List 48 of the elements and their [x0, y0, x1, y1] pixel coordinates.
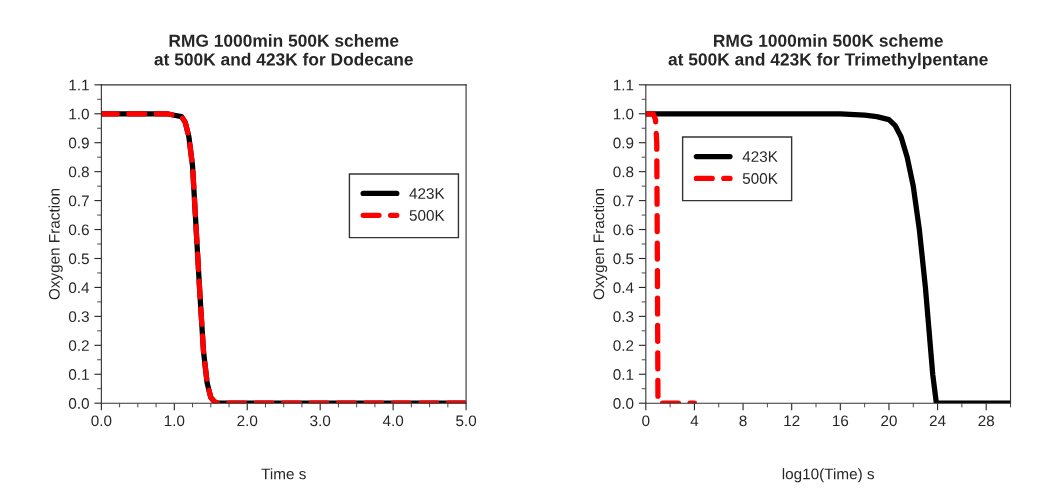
x-tick-label: 1.0: [164, 415, 185, 427]
x-tick-label: 20: [881, 415, 897, 427]
x-tick-label: 3.0: [310, 415, 331, 427]
y-tick-label: 1.0: [69, 108, 89, 120]
y-tick-label: 0.8: [613, 166, 634, 178]
legend-label: 423K: [409, 188, 445, 199]
y-tick-label: 0.6: [613, 224, 634, 236]
y-tick-label: 0.9: [613, 137, 634, 149]
legend-label: 423K: [742, 151, 778, 163]
y-tick-label: 0.6: [68, 224, 89, 236]
chart-title: RMG 1000min 500K scheme at 500K and 423K for Trimethylpentane: [668, 34, 988, 69]
x-tick-label: 16: [832, 415, 849, 427]
y-tick-label: 0.0: [613, 398, 634, 409]
y-tick-label: 0.1: [613, 369, 634, 380]
y-tick-label: 0.4: [68, 282, 90, 294]
y-tick-label: 0.5: [68, 253, 89, 265]
x-tick-label: 5.0: [456, 415, 477, 427]
y-tick-label: 0.9: [68, 137, 89, 149]
y-tick-label: 0.4: [613, 282, 634, 294]
x-tick-label: 12: [784, 415, 800, 427]
x-tick-label: 28: [978, 415, 995, 427]
y-tick-label: 0.3: [68, 311, 89, 323]
y-axis-title: Oxygen Fraction: [592, 188, 608, 300]
x-tick-label: 4.0: [382, 415, 404, 427]
y-tick-label: 0.2: [613, 340, 634, 351]
x-tick-label: 8: [739, 415, 747, 427]
x-axis-title: log10(Time) s: [782, 468, 875, 483]
y-tick-label: 1.1: [69, 79, 89, 91]
x-tick-label: 4: [690, 415, 699, 427]
x-tick-label: 24: [929, 415, 946, 427]
y-tick-label: 0.2: [68, 340, 89, 351]
legend-label: 500K: [409, 210, 445, 221]
y-tick-label: 1.1: [613, 79, 634, 91]
y-tick-label: 0.7: [68, 195, 89, 207]
y-tick-label: 0.7: [613, 195, 634, 207]
y-axis-title: Oxygen Fraction: [48, 188, 63, 300]
y-tick-label: 0.1: [68, 369, 89, 380]
x-tick-label: 2.0: [237, 415, 258, 427]
x-axis-title: Time s: [261, 468, 306, 480]
y-tick-label: 0.3: [613, 311, 634, 323]
legend-label: 500K: [742, 173, 778, 184]
x-tick-label: 0: [642, 415, 650, 427]
y-tick-label: 0.0: [68, 398, 89, 409]
x-tick-label: 0.0: [91, 415, 112, 427]
y-tick-label: 1.0: [613, 108, 634, 120]
y-tick-label: 0.8: [68, 166, 89, 178]
y-tick-label: 0.5: [613, 253, 634, 265]
chart-title: RMG 1000min 500K scheme at 500K and 423K for Dodecane: [154, 34, 413, 66]
